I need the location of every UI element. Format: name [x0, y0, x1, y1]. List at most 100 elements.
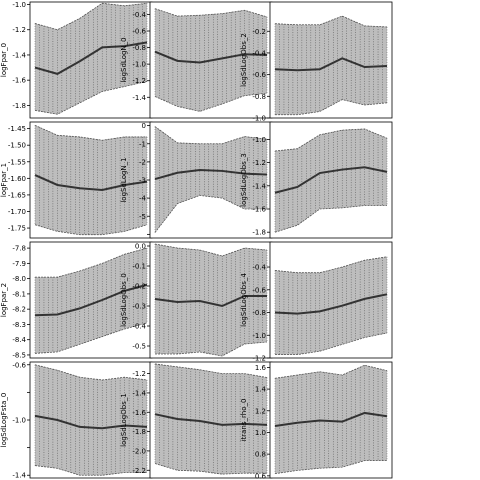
- mean-line: [274, 293, 388, 315]
- y-tick-label: 1.4: [255, 386, 267, 394]
- mean-line: [274, 166, 388, 194]
- y-tick-label: 1.0: [255, 429, 266, 437]
- uncertainty-band: [35, 125, 147, 235]
- y-tick-label: -0.8: [252, 93, 266, 101]
- y-tick-label: -1.0: [12, 1, 26, 9]
- band-lower: [154, 194, 267, 233]
- y-axis-label: logSdLogObs_3: [240, 153, 248, 207]
- y-tick-label: -1.4: [132, 389, 146, 397]
- y-tick-label: -1.0: [252, 115, 266, 123]
- panel-9: -1.4 -1.0 -0.6 logSdLogFsta_0: [0, 361, 153, 480]
- mean-line: [154, 295, 267, 308]
- y-tick-label: -1.4: [12, 51, 26, 59]
- y-tick-label: -1.0: [252, 332, 266, 340]
- panel-11: 0.6 0.8 1.0 1.2 1.4 1.6 itrans_rho_0: [240, 361, 393, 480]
- y-tick-label: -1.4: [252, 182, 266, 190]
- y-tick-label: -1.50: [8, 142, 26, 150]
- band-lower: [34, 322, 148, 354]
- y-tick-label: -1.8: [12, 102, 26, 110]
- band-lower: [34, 465, 147, 476]
- band-lower: [34, 81, 148, 115]
- y-tick-label: -8.5: [12, 351, 26, 359]
- y-axis-label: logSdLogN_0: [120, 37, 128, 82]
- panel-2: -1.0 -0.8 -0.6 -0.4 -0.2 logSdLogObs_2: [240, 1, 393, 123]
- y-tick-label: -1.0: [12, 417, 26, 425]
- y-tick-label: -4: [139, 195, 147, 203]
- band-upper: [274, 364, 388, 379]
- band-upper: [34, 2, 148, 31]
- y-tick-label: -1.8: [252, 229, 266, 237]
- uncertainty-band: [275, 256, 387, 355]
- y-tick-label: -7.9: [12, 260, 26, 268]
- y-tick-label: -0.6: [252, 71, 266, 79]
- y-tick-label: -0.6: [12, 361, 26, 369]
- y-tick-label: -3: [139, 177, 146, 185]
- y-tick-label: 1.2: [255, 407, 266, 415]
- y-axis-label: logSdLogFsta_0: [0, 393, 8, 448]
- y-tick-label: 0.0: [135, 243, 146, 251]
- y-tick-label: -1.2: [132, 370, 146, 378]
- y-axis-label: logSdLogObs_4: [240, 273, 248, 327]
- y-tick-label: -0.5: [132, 343, 146, 351]
- y-tick-label: -1.6: [252, 206, 266, 214]
- y-tick-label: -1.2: [252, 159, 266, 167]
- y-tick-label: -1.4: [132, 94, 146, 102]
- y-tick-label: -0.3: [132, 303, 146, 311]
- band-lower: [154, 463, 267, 475]
- mean-line: [34, 414, 148, 430]
- y-tick-label: -1.55: [8, 158, 26, 166]
- y-axis-label: logSdLogObs_0: [120, 273, 128, 327]
- y-tick-label: -1.75: [8, 225, 26, 233]
- y-tick-label: -1.70: [8, 208, 26, 216]
- y-tick-label: -1: [139, 140, 146, 148]
- y-tick-label: -1.0: [132, 61, 146, 69]
- uncertainty-band: [35, 248, 147, 354]
- y-axis-label: itrans_rho_0: [240, 399, 248, 442]
- band-upper: [154, 8, 268, 18]
- y-tick-label: -7.8: [12, 245, 26, 253]
- band-lower: [274, 205, 387, 233]
- y-tick-label: -8.0: [12, 275, 26, 283]
- panel-8: -1.2 -1.0 -0.8 -0.6 -0.4 logSdLogObs_4: [240, 241, 393, 363]
- y-tick-label: -0.4: [252, 49, 266, 57]
- y-tick-label: -0.4: [132, 323, 146, 331]
- uncertainty-band: [275, 16, 387, 115]
- panel-6: -8.5 -8.4 -8.3 -8.2 -8.1 -8.0 -7.9 -7.8 logFpar_…: [0, 241, 153, 359]
- mean-line: [274, 57, 388, 72]
- uncertainty-band: [155, 244, 267, 356]
- y-tick-label: -1.60: [8, 175, 26, 183]
- mean-line: [34, 174, 148, 191]
- band-upper: [35, 247, 148, 278]
- uncertainty-band: [275, 365, 387, 474]
- uncertainty-band: [155, 126, 267, 233]
- y-tick-label: -1.6: [12, 77, 26, 85]
- y-tick-label: -0.8: [252, 309, 266, 317]
- band-lower: [34, 224, 148, 236]
- y-tick-label: -8.1: [12, 290, 26, 298]
- y-tick-label: -2: [139, 158, 146, 166]
- y-tick-label: -1.8: [132, 428, 146, 436]
- band-upper: [274, 15, 388, 28]
- y-tick-label: -2.2: [132, 467, 146, 475]
- y-tick-label: -1.65: [8, 191, 26, 199]
- y-tick-label: 0: [142, 122, 146, 130]
- y-tick-label: -8.2: [12, 306, 26, 314]
- y-tick-label: -1.6: [132, 409, 146, 417]
- y-tick-label: -5: [139, 213, 146, 221]
- mean-line: [154, 413, 268, 426]
- band-upper: [34, 364, 148, 381]
- y-tick-label: -0.8: [132, 44, 146, 52]
- band-upper: [274, 256, 388, 274]
- y-axis-label: logSdLogN_1: [120, 157, 128, 202]
- mean-line: [154, 169, 268, 181]
- y-tick-label: -1.0: [252, 136, 266, 144]
- y-axis-label: logSdLogObs_2: [240, 33, 248, 87]
- panel-3: -1.75 -1.70 -1.65 -1.60 -1.55 -1.50 -1.45 logFp…: [0, 121, 153, 239]
- y-tick-label: -0.6: [132, 28, 146, 36]
- band-lower: [275, 99, 388, 116]
- y-tick-label: -0.4: [252, 264, 266, 272]
- panel-1: -1.4 -1.2 -1.0 -0.8 -0.6 -0.4 logSdLogN_0: [120, 1, 273, 119]
- uncertainty-band: [35, 3, 147, 115]
- y-axis-label: logFpar_1: [0, 163, 8, 197]
